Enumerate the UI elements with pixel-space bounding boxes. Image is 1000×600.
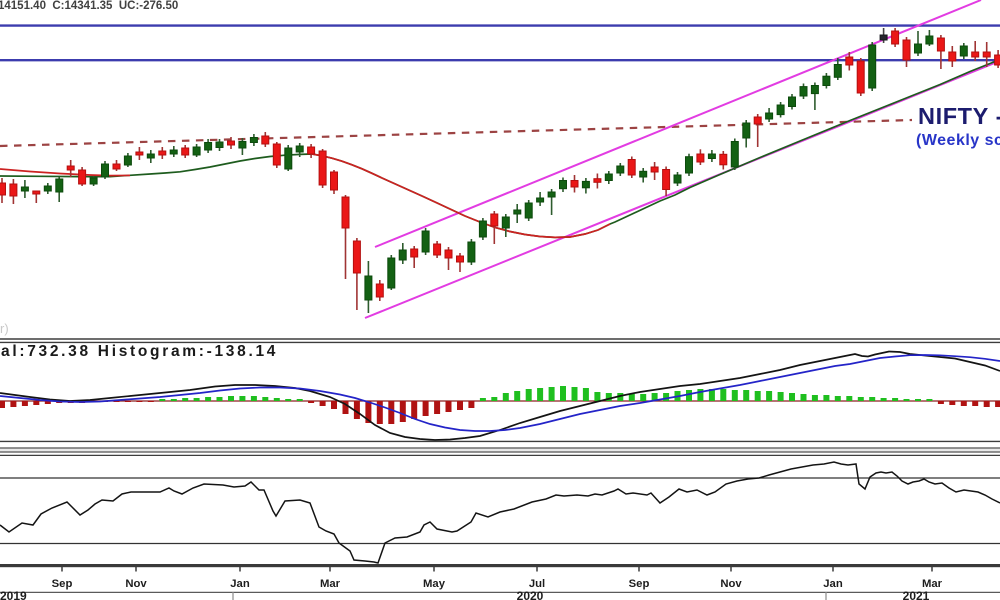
svg-text:Jul: Jul <box>529 578 545 590</box>
svg-text:2019: 2019 <box>0 589 27 600</box>
svg-text:NIFTY -: NIFTY - <box>918 103 1000 129</box>
svg-text:Nov: Nov <box>720 578 742 590</box>
svg-text:Mar: Mar <box>922 578 943 590</box>
svg-text:Mar: Mar <box>320 578 341 590</box>
svg-text:Jan: Jan <box>230 578 250 590</box>
svg-text:2020: 2020 <box>517 589 544 600</box>
svg-text:Jan: Jan <box>823 578 843 590</box>
svg-text:2021: 2021 <box>903 589 930 600</box>
svg-text:Sep: Sep <box>629 578 650 590</box>
svg-text:May: May <box>423 578 446 590</box>
svg-text:r): r) <box>0 321 9 336</box>
svg-text:Nov: Nov <box>125 578 147 590</box>
svg-text:(Weekly sc: (Weekly sc <box>916 132 1000 149</box>
svg-text:14151.40 C:14341.35 UC:-276.: 14151.40 C:14341.35 UC:-276.50 <box>0 0 178 12</box>
svg-text:Sep: Sep <box>52 578 73 590</box>
svg-text:al:732.38 Histogram:-138.14: al:732.38 Histogram:-138.14 <box>1 343 278 360</box>
